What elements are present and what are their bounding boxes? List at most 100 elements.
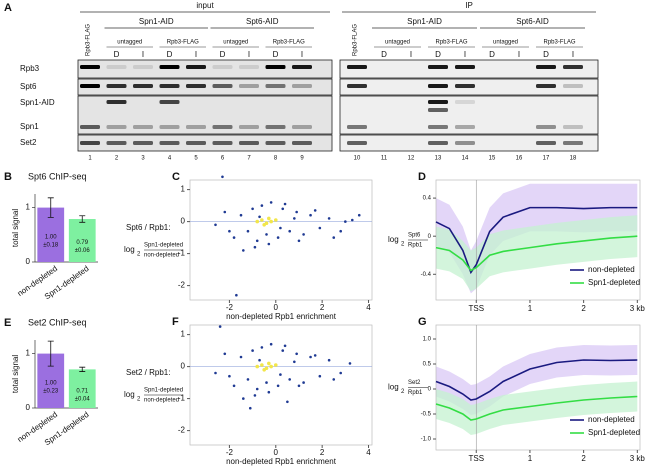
point	[260, 218, 264, 222]
x-tick-label: -2	[226, 448, 234, 457]
point	[318, 374, 322, 378]
confidence-band	[436, 381, 638, 435]
lane-number: 16	[516, 156, 523, 162]
point	[269, 201, 273, 204]
panel-letter: C	[172, 171, 180, 183]
subgroup-label: untagged	[385, 40, 410, 46]
line	[435, 206, 638, 275]
x-axis-label: non-depleted Rpb1 enrichment	[226, 457, 337, 466]
point	[269, 342, 273, 346]
error-bar	[79, 366, 86, 372]
condition-label: D	[435, 50, 441, 59]
band	[563, 125, 583, 129]
x-tick-label: 1	[528, 304, 533, 313]
legend-label: non-depleted	[588, 415, 635, 424]
band	[106, 84, 127, 88]
ratio-numerator: Spn1-depleted	[144, 388, 183, 394]
band	[186, 125, 206, 129]
point	[302, 233, 305, 236]
point	[258, 215, 261, 219]
error-label: ±0.18	[43, 242, 59, 248]
y-tick-label: -1.0	[421, 437, 432, 443]
row-label: Set2	[20, 138, 37, 147]
panel-letter: G	[418, 316, 427, 328]
point	[260, 363, 264, 367]
condition-label: D	[220, 50, 226, 59]
point	[295, 210, 298, 214]
y-tick-label: -0.5	[421, 412, 432, 418]
point	[286, 400, 289, 404]
bar	[68, 369, 96, 408]
point	[239, 213, 243, 217]
point	[214, 223, 217, 227]
band	[428, 65, 448, 69]
y-tick-label: 0	[181, 217, 186, 226]
subgroup-label: Rpb3-FLAG	[543, 40, 575, 46]
line	[435, 359, 638, 401]
point	[223, 210, 227, 214]
band	[212, 141, 233, 145]
subgroup-label: Rpb3-FLAG	[273, 40, 305, 46]
point	[239, 355, 243, 359]
log-label: log	[388, 383, 399, 392]
ratio-denominator: non-depleted	[144, 398, 179, 404]
band	[186, 65, 206, 69]
point	[269, 219, 273, 224]
x-tick-label: 2	[581, 454, 586, 463]
lane-number: 8	[274, 156, 278, 162]
band	[80, 125, 100, 129]
band	[212, 125, 233, 129]
band	[159, 125, 180, 129]
point	[279, 373, 282, 376]
lane-number: 15	[489, 156, 496, 162]
band	[347, 84, 367, 88]
y-tick-label: -2	[178, 281, 186, 290]
point	[228, 229, 231, 233]
band	[212, 65, 233, 69]
x-tick-label: 2	[320, 448, 325, 457]
y-tick-label: 0	[181, 362, 186, 371]
band	[186, 141, 206, 145]
confidence-band	[436, 215, 638, 292]
point	[350, 218, 354, 222]
point	[288, 229, 291, 233]
point	[242, 397, 245, 400]
condition-label: I	[142, 50, 144, 59]
point	[258, 358, 261, 362]
lane-number: 10	[354, 156, 361, 162]
band	[159, 84, 180, 88]
x-tick-label: 4	[366, 448, 371, 457]
lane-number: 6	[221, 156, 225, 162]
point	[260, 346, 264, 349]
blot-strip	[77, 95, 333, 135]
band	[159, 141, 180, 145]
band	[80, 84, 100, 88]
blot-strip	[77, 59, 333, 79]
legend-label: Spn1-depleted	[588, 278, 640, 287]
row-label: Spn1	[20, 122, 39, 131]
point	[313, 354, 317, 357]
point	[255, 387, 259, 391]
error-label: ±0.23	[43, 388, 59, 394]
band	[347, 65, 367, 69]
ratio-numerator: Spn1-depleted	[144, 243, 183, 249]
log-base: 2	[137, 252, 141, 258]
line	[435, 235, 638, 272]
x-tick-label: TSS	[468, 454, 484, 463]
band	[133, 125, 153, 129]
value-label: 0.71	[76, 388, 88, 394]
ratio-numerator: Spt6	[408, 233, 421, 239]
band	[428, 84, 448, 88]
x-axis-label: non-depleted Rpb1 enrichment	[226, 312, 337, 321]
band	[428, 125, 448, 129]
point	[273, 218, 278, 222]
point	[221, 175, 224, 179]
y-axis-label: Set2 / Rpb1:	[126, 368, 170, 377]
lane-number: 9	[300, 156, 304, 162]
plot-frame	[435, 179, 641, 301]
subgroup-label: untagged	[493, 40, 518, 46]
band	[80, 141, 100, 145]
lane-number: 7	[247, 156, 251, 162]
blot-strip	[339, 95, 599, 135]
condition-label: I	[410, 50, 412, 59]
